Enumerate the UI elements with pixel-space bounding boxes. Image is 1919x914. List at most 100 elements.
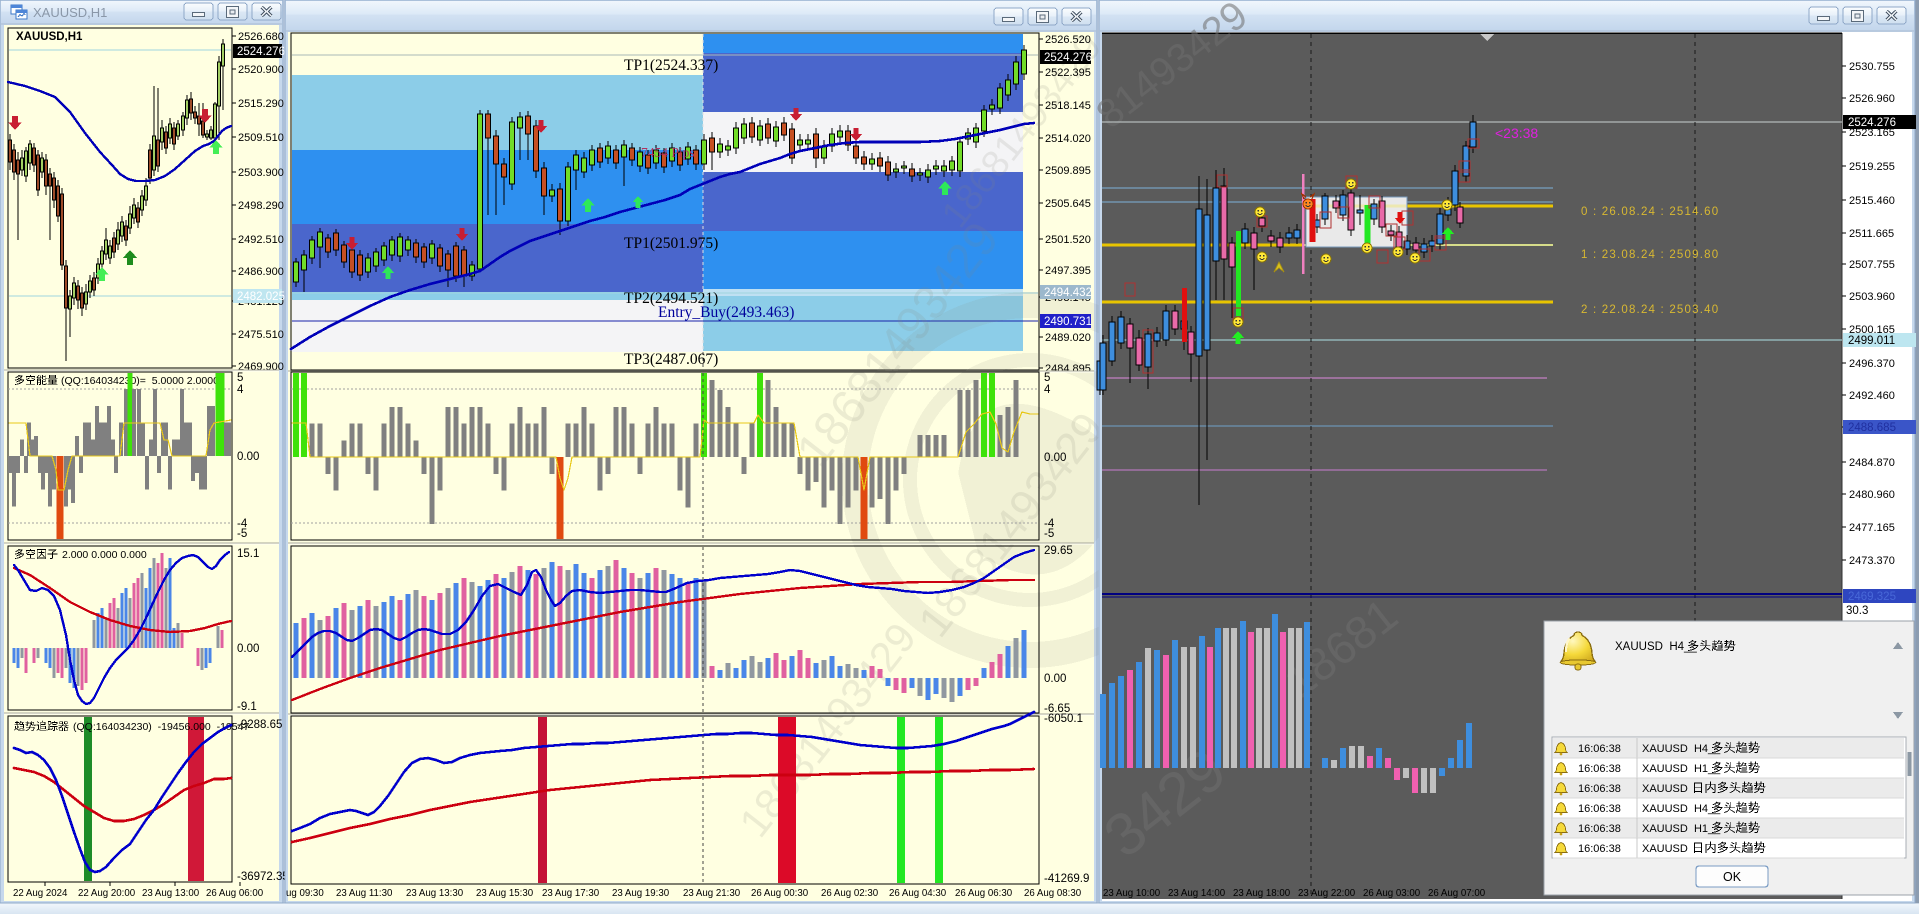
svg-text:0.00: 0.00 (237, 451, 259, 463)
svg-text:16:06:38: 16:06:38 (1578, 823, 1621, 835)
svg-text:4: 4 (1044, 384, 1051, 396)
svg-text:XAUUSD H4__: XAUUSD H4__ (1642, 743, 1721, 755)
svg-text:23 Aug 11:30: 23 Aug 11:30 (336, 888, 393, 899)
svg-text:XAUUSD H4__: XAUUSD H4__ (1615, 641, 1697, 653)
svg-text:16:06:38: 16:06:38 (1578, 763, 1621, 775)
svg-text:22 Aug 2024: 22 Aug 2024 (13, 888, 68, 899)
svg-text:TP1(2524.337): TP1(2524.337) (624, 57, 718, 74)
svg-text:2 : 22.08.24 : 2503.40: 2 : 22.08.24 : 2503.40 (1581, 304, 1719, 316)
svg-text:1 : 23.08.24 : 2509.80: 1 : 23.08.24 : 2509.80 (1581, 249, 1719, 261)
svg-text:2515.290: 2515.290 (238, 98, 284, 110)
svg-text:0 : 26.08.24 : 2514.60: 0 : 26.08.24 : 2514.60 (1581, 206, 1719, 218)
svg-text:2.000 0.000 0.000: 2.000 0.000 0.000 (62, 549, 147, 561)
svg-text:2511.665: 2511.665 (1849, 228, 1894, 240)
svg-text:2477.165: 2477.165 (1849, 522, 1895, 534)
svg-text:2514.020: 2514.020 (1045, 133, 1091, 145)
svg-text:XAUUSD: XAUUSD (1642, 783, 1694, 795)
svg-text:2523.165: 2523.165 (1849, 127, 1895, 139)
svg-text:2509.895: 2509.895 (1045, 165, 1091, 177)
svg-text:-5: -5 (1044, 528, 1054, 540)
svg-text:Entry_Buy(2493.463): Entry_Buy(2493.463) (658, 304, 794, 321)
svg-text:XAUUSD H1__: XAUUSD H1__ (1642, 763, 1721, 775)
svg-text:16:06:38: 16:06:38 (1578, 743, 1621, 755)
svg-text:23 Aug 13:00: 23 Aug 13:00 (142, 888, 200, 899)
svg-text:5: 5 (1044, 372, 1050, 384)
svg-text:23 Aug 21:30: 23 Aug 21:30 (683, 888, 741, 899)
svg-text:-5: -5 (237, 528, 247, 540)
svg-text:2488.685: 2488.685 (1848, 422, 1896, 434)
svg-text:2496.370: 2496.370 (1849, 358, 1895, 370)
svg-text:2505.645: 2505.645 (1045, 198, 1091, 210)
svg-text:26 Aug 03:00: 26 Aug 03:00 (1363, 888, 1421, 899)
svg-text:XAUUSD,H1: XAUUSD,H1 (16, 31, 83, 43)
svg-text:16:06:38: 16:06:38 (1578, 783, 1621, 795)
svg-text:23 Aug 18:00: 23 Aug 18:00 (1233, 888, 1291, 899)
svg-text:26 Aug 06:30: 26 Aug 06:30 (955, 888, 1013, 899)
svg-text:2492.510: 2492.510 (238, 234, 284, 246)
svg-text:2484.895: 2484.895 (1045, 363, 1091, 375)
svg-text:2498.290: 2498.290 (238, 200, 284, 212)
svg-text:2484.870: 2484.870 (1849, 457, 1895, 469)
svg-text:0.00: 0.00 (1044, 452, 1066, 464)
svg-text:0.00: 0.00 (237, 643, 259, 655)
svg-text:16:06:38: 16:06:38 (1578, 803, 1621, 815)
svg-text:XAUUSD,H1: XAUUSD,H1 (33, 5, 107, 20)
svg-text:TP2(2494.521): TP2(2494.521) (624, 290, 718, 307)
svg-text:2507.755: 2507.755 (1849, 259, 1895, 271)
svg-text:2524.276: 2524.276 (1848, 117, 1896, 129)
svg-text:2530.755: 2530.755 (1849, 61, 1895, 73)
svg-text:2526.680: 2526.680 (238, 31, 284, 43)
svg-text:2503.900: 2503.900 (238, 167, 284, 179)
svg-text:ug 09:30: ug 09:30 (286, 888, 324, 899)
svg-text:2469.325: 2469.325 (1848, 591, 1896, 603)
svg-text:2519.255: 2519.255 (1849, 161, 1895, 173)
svg-text:2490.731: 2490.731 (1044, 316, 1092, 328)
svg-text:2494.432: 2494.432 (1044, 287, 1092, 299)
svg-text:-9.1: -9.1 (237, 701, 257, 713)
svg-text:23 Aug 22:00: 23 Aug 22:00 (1298, 888, 1356, 899)
svg-text:XAUUSD H4__: XAUUSD H4__ (1642, 803, 1721, 815)
svg-text:2497.395: 2497.395 (1045, 265, 1091, 277)
svg-text:23 Aug 14:00: 23 Aug 14:00 (1168, 888, 1226, 899)
svg-text:26 Aug 00:30: 26 Aug 00:30 (751, 888, 809, 899)
svg-text:-4: -4 (237, 518, 248, 530)
svg-text:26 Aug 07:00: 26 Aug 07:00 (1428, 888, 1486, 899)
svg-text:29.65: 29.65 (1044, 545, 1073, 557)
svg-text:TP3(2487.067): TP3(2487.067) (624, 351, 718, 368)
svg-text:2482.025: 2482.025 (237, 291, 285, 303)
svg-text:7454 Pips: 7454 Pips (641, 145, 695, 160)
svg-text:2480.960: 2480.960 (1849, 489, 1895, 501)
svg-text:2473.370: 2473.370 (1849, 555, 1895, 567)
svg-text:15.1: 15.1 (237, 548, 259, 560)
svg-text:XAUUSD: XAUUSD (1642, 843, 1694, 855)
svg-text:OK: OK (1723, 870, 1742, 884)
svg-text:2515.460: 2515.460 (1849, 195, 1895, 207)
svg-text:2526.520: 2526.520 (1045, 34, 1091, 46)
svg-text:2501.520: 2501.520 (1045, 234, 1091, 246)
svg-text:-4: -4 (1044, 518, 1055, 530)
svg-text:4: 4 (237, 384, 244, 396)
svg-text:-9288.65: -9288.65 (237, 719, 282, 731)
svg-text:26 Aug 08:30: 26 Aug 08:30 (1024, 888, 1082, 899)
svg-text:23 Aug 10:00: 23 Aug 10:00 (1103, 888, 1161, 899)
svg-text:-41269.9: -41269.9 (1044, 873, 1089, 885)
svg-text:<23:38: <23:38 (1495, 125, 1538, 141)
svg-text:2524.276: 2524.276 (237, 46, 285, 58)
svg-text:(QQ:164034230)= 5.0000 2.0000: (QQ:164034230)= 5.0000 2.0000 (61, 375, 219, 387)
svg-text:-6050.1: -6050.1 (1044, 713, 1083, 725)
svg-text:-6.65: -6.65 (1044, 703, 1070, 715)
svg-text:23 Aug 15:30: 23 Aug 15:30 (476, 888, 534, 899)
svg-text:2524.276: 2524.276 (1044, 52, 1092, 64)
svg-text:2499.011: 2499.011 (1848, 335, 1895, 347)
svg-text:TP1(2501.975): TP1(2501.975) (624, 235, 718, 252)
svg-text:23 Aug 19:30: 23 Aug 19:30 (612, 888, 670, 899)
svg-text:2489.020: 2489.020 (1045, 332, 1091, 344)
svg-text:-36972.35: -36972.35 (237, 871, 289, 883)
svg-text:26 Aug 06:00: 26 Aug 06:00 (206, 888, 264, 899)
svg-text:2492.460: 2492.460 (1849, 390, 1895, 402)
svg-text:5: 5 (237, 372, 243, 384)
svg-text:XAUUSD H1__: XAUUSD H1__ (1642, 823, 1721, 835)
svg-text:2503.960: 2503.960 (1849, 291, 1895, 303)
svg-text:2518.145: 2518.145 (1045, 100, 1091, 112)
svg-text:23 Aug 13:30: 23 Aug 13:30 (406, 888, 464, 899)
